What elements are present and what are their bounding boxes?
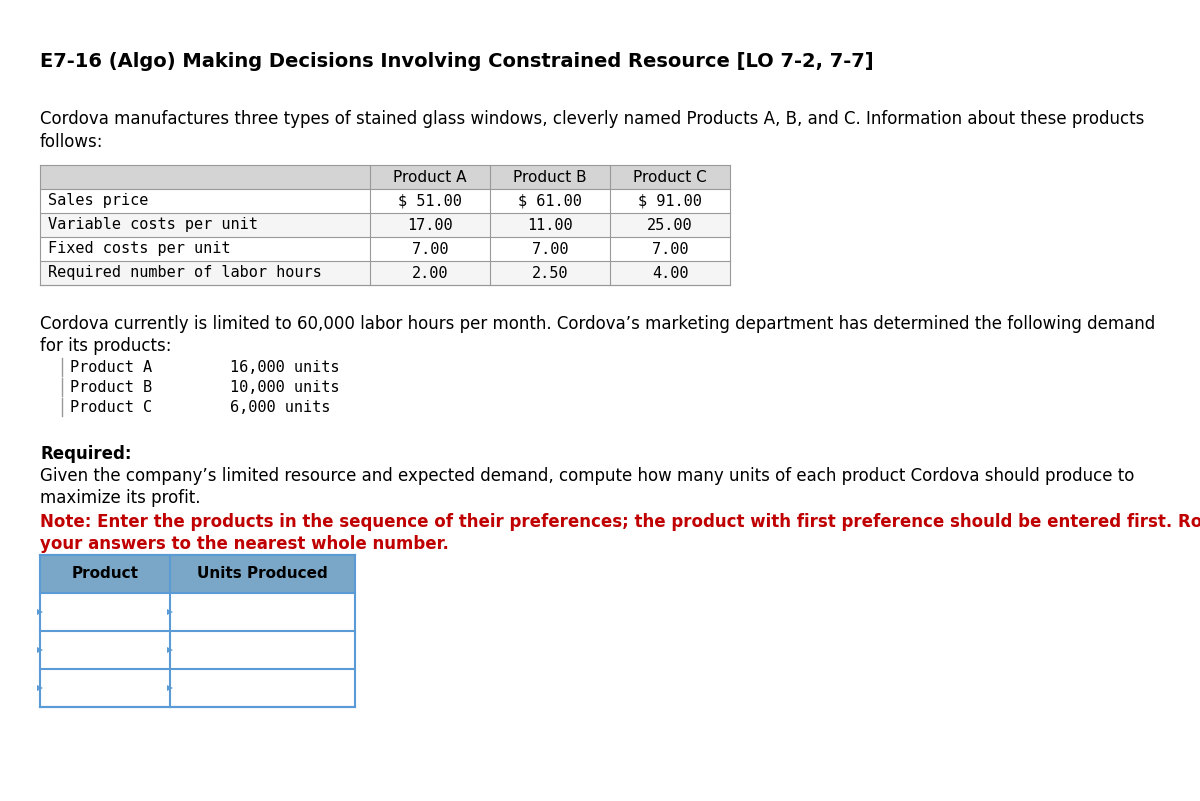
Bar (40, 593, 170, 631)
Text: your answers to the nearest whole number.: your answers to the nearest whole number… (40, 535, 449, 553)
Bar (170, 669, 355, 707)
Bar (490, 189, 610, 213)
Bar (370, 237, 490, 261)
Text: 16,000 units: 16,000 units (230, 360, 340, 375)
Text: $ 91.00: $ 91.00 (638, 194, 702, 208)
Text: $ 61.00: $ 61.00 (518, 194, 582, 208)
Text: 6,000 units: 6,000 units (230, 400, 330, 414)
Bar (40, 237, 370, 261)
Text: E7-16 (Algo) Making Decisions Involving Constrained Resource [LO 7-2, 7-7]: E7-16 (Algo) Making Decisions Involving … (40, 52, 874, 71)
Bar (610, 261, 730, 285)
Text: Product B: Product B (514, 170, 587, 184)
Bar (40, 669, 170, 707)
Text: Product B: Product B (70, 380, 152, 395)
Bar (610, 237, 730, 261)
Bar (40, 555, 170, 593)
Bar (490, 237, 610, 261)
Bar (610, 189, 730, 213)
Text: 2.50: 2.50 (532, 265, 569, 280)
Text: Cordova manufactures three types of stained glass windows, cleverly named Produc: Cordova manufactures three types of stai… (40, 110, 1145, 128)
Bar (610, 213, 730, 237)
Text: Product A: Product A (394, 170, 467, 184)
Text: Sales price: Sales price (48, 194, 149, 208)
Bar (370, 261, 490, 285)
Text: Required:: Required: (40, 445, 132, 463)
Bar (370, 213, 490, 237)
Text: Variable costs per unit: Variable costs per unit (48, 218, 258, 232)
Text: follows:: follows: (40, 133, 103, 151)
Bar (40, 189, 370, 213)
Text: Cordova currently is limited to 60,000 labor hours per month. Cordova’s marketin: Cordova currently is limited to 60,000 l… (40, 315, 1156, 333)
Text: $ 51.00: $ 51.00 (398, 194, 462, 208)
Text: Product: Product (72, 566, 138, 582)
Bar (610, 165, 730, 189)
Text: 7.00: 7.00 (532, 241, 569, 256)
Bar (170, 631, 355, 669)
Bar (40, 631, 170, 669)
Text: Note: Enter the products in the sequence of their preferences; the product with : Note: Enter the products in the sequence… (40, 513, 1200, 531)
Text: 7.00: 7.00 (652, 241, 689, 256)
Bar (490, 261, 610, 285)
Text: 4.00: 4.00 (652, 265, 689, 280)
Bar (370, 165, 490, 189)
Text: 11.00: 11.00 (527, 218, 572, 232)
Bar (40, 213, 370, 237)
Text: for its products:: for its products: (40, 337, 172, 355)
Bar (490, 165, 610, 189)
Bar (170, 555, 355, 593)
Bar (40, 261, 370, 285)
Text: Units Produced: Units Produced (197, 566, 328, 582)
Bar (370, 189, 490, 213)
Text: 17.00: 17.00 (407, 218, 452, 232)
Text: maximize its profit.: maximize its profit. (40, 489, 200, 507)
Text: Given the company’s limited resource and expected demand, compute how many units: Given the company’s limited resource and… (40, 467, 1134, 485)
Bar (170, 593, 355, 631)
Bar (490, 213, 610, 237)
Text: Fixed costs per unit: Fixed costs per unit (48, 241, 230, 256)
Text: 2.00: 2.00 (412, 265, 449, 280)
Text: 7.00: 7.00 (412, 241, 449, 256)
Text: Product C: Product C (70, 400, 152, 414)
Text: 25.00: 25.00 (647, 218, 692, 232)
Bar (40, 165, 370, 189)
Text: Product C: Product C (634, 170, 707, 184)
Text: 10,000 units: 10,000 units (230, 380, 340, 395)
Text: Product A: Product A (70, 360, 152, 375)
Text: Required number of labor hours: Required number of labor hours (48, 265, 322, 280)
